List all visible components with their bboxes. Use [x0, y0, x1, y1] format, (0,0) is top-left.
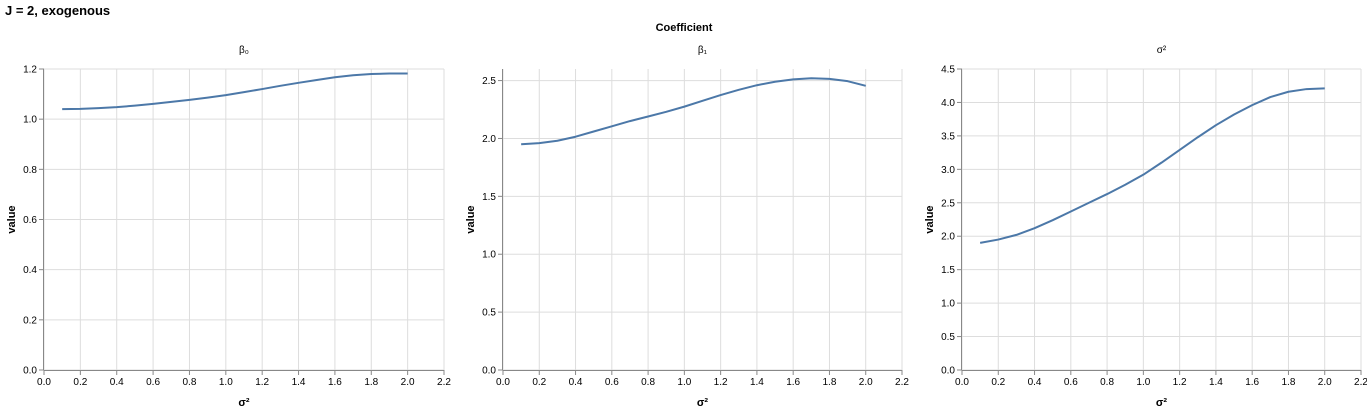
- x-axis-title: σ²: [697, 397, 709, 409]
- y-tick-label: 0.0: [23, 366, 37, 377]
- y-tick-label: 1.5: [482, 192, 496, 203]
- x-tick-label: 2.0: [859, 377, 873, 388]
- x-tick-label: 1.0: [219, 377, 233, 388]
- y-tick-label: 0.2: [23, 315, 37, 326]
- y-tick-label: 1.0: [482, 250, 496, 261]
- facet-header: Coefficient: [656, 22, 713, 34]
- series-line: [62, 72, 408, 111]
- y-tick-label: 2.5: [482, 76, 496, 87]
- x-tick-label: 0.0: [496, 377, 510, 388]
- y-tick-label: 3.0: [941, 165, 955, 176]
- x-tick-label: 0.2: [991, 377, 1005, 388]
- x-tick-label: 0.6: [605, 377, 619, 388]
- y-tick-label: 0.5: [941, 332, 955, 343]
- x-tick-label: 0.0: [955, 377, 969, 388]
- x-tick-label: 1.8: [823, 377, 837, 388]
- series-line: [521, 77, 866, 146]
- series-line: [979, 87, 1325, 244]
- x-tick-label: 0.8: [183, 377, 197, 388]
- x-tick-label: 1.8: [364, 377, 378, 388]
- x-tick-label: 1.6: [328, 377, 342, 388]
- y-tick-label: 0.5: [482, 308, 496, 319]
- x-tick-label: 0.8: [1100, 377, 1114, 388]
- chart-panel-1: 0.0 0.2 0.4 0.6 0.8 1.0 1.2 1.4 1.6 1.8 2.0 2.2 0.0 0…: [465, 45, 909, 409]
- y-tick-label: 0.0: [482, 366, 496, 377]
- x-tick-label: 0.6: [1064, 377, 1078, 388]
- x-tick-label: 0.8: [641, 377, 655, 388]
- y-tick-label: 1.5: [941, 265, 955, 276]
- x-tick-label: 1.6: [786, 377, 800, 388]
- x-tick-label: 2.0: [1318, 377, 1332, 388]
- x-tick-label: 0.6: [146, 377, 160, 388]
- x-tick-label: 0.2: [532, 377, 546, 388]
- chart-title: J = 2, exogenous: [5, 3, 111, 18]
- y-tick-label: 0.4: [23, 265, 37, 276]
- y-tick-label: 4.5: [941, 65, 955, 76]
- x-tick-label: 0.4: [1028, 377, 1042, 388]
- x-tick-label: 0.2: [73, 377, 87, 388]
- x-tick-label: 1.4: [292, 377, 306, 388]
- y-tick-label: 0.8: [23, 165, 37, 176]
- y-tick-label: 2.0: [941, 232, 955, 243]
- y-tick-label: 1.0: [941, 299, 955, 310]
- x-tick-label: 2.0: [401, 377, 415, 388]
- y-axis-title: value: [6, 205, 18, 233]
- x-tick-label: 0.4: [569, 377, 583, 388]
- panel-title: β₀: [239, 45, 249, 56]
- chart-panel-2: 0.0 0.2 0.4 0.6 0.8 1.0 1.2 1.4 1.6 1.8 2.0 2.2 0.0 0…: [924, 45, 1367, 409]
- x-tick-label: 0.4: [110, 377, 124, 388]
- y-tick-label: 1.0: [23, 115, 37, 126]
- y-axis-title: value: [924, 205, 936, 233]
- y-tick-label: 3.5: [941, 131, 955, 142]
- x-tick-label: 1.4: [750, 377, 764, 388]
- panel-title: σ²: [1157, 45, 1167, 56]
- x-tick-label: 2.2: [1354, 377, 1367, 388]
- chart-panel-0: 0.0 0.2 0.4 0.6 0.8 1.0 1.2 1.4 1.6 1.8 2.0 2.2 0.0 0…: [6, 45, 451, 409]
- x-tick-label: 2.2: [895, 377, 909, 388]
- y-tick-label: 2.0: [482, 134, 496, 145]
- y-tick-label: 0.0: [941, 366, 955, 377]
- x-tick-label: 1.2: [714, 377, 728, 388]
- y-axis-title: value: [465, 205, 477, 233]
- x-tick-label: 1.4: [1209, 377, 1223, 388]
- x-tick-label: 1.2: [255, 377, 269, 388]
- x-tick-label: 1.0: [677, 377, 691, 388]
- x-tick-label: 0.0: [37, 377, 51, 388]
- x-tick-label: 1.2: [1173, 377, 1187, 388]
- y-tick-label: 1.2: [23, 65, 37, 76]
- x-tick-label: 1.8: [1282, 377, 1296, 388]
- y-tick-label: 4.0: [941, 98, 955, 109]
- x-tick-label: 1.6: [1245, 377, 1259, 388]
- y-tick-label: 0.6: [23, 215, 37, 226]
- x-axis-title: σ²: [238, 397, 250, 409]
- x-tick-label: 2.2: [437, 377, 451, 388]
- x-axis-title: σ²: [1156, 397, 1168, 409]
- panel-title: β₁: [698, 45, 708, 56]
- y-tick-label: 2.5: [941, 198, 955, 209]
- x-tick-label: 1.0: [1136, 377, 1150, 388]
